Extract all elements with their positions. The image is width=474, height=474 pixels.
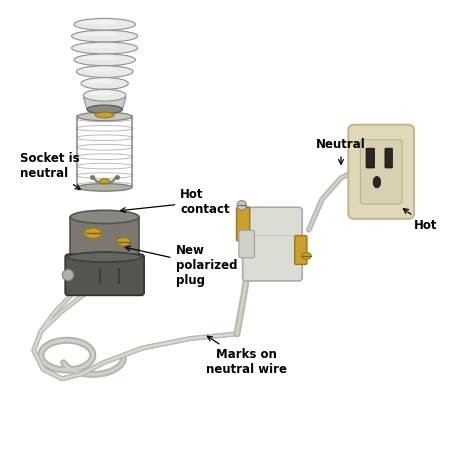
Ellipse shape: [83, 89, 126, 101]
FancyBboxPatch shape: [348, 125, 414, 219]
Ellipse shape: [80, 44, 120, 48]
FancyBboxPatch shape: [65, 254, 144, 295]
Text: Socket is
neutral: Socket is neutral: [19, 152, 80, 190]
Ellipse shape: [95, 112, 114, 118]
Ellipse shape: [72, 42, 138, 54]
Ellipse shape: [82, 20, 118, 25]
Ellipse shape: [77, 183, 132, 191]
Text: New
polarized
plug: New polarized plug: [125, 244, 237, 287]
Text: Hot: Hot: [403, 209, 438, 232]
Text: Hot
contact: Hot contact: [121, 188, 230, 216]
Ellipse shape: [302, 253, 311, 259]
FancyBboxPatch shape: [295, 236, 307, 264]
Circle shape: [237, 201, 246, 210]
Ellipse shape: [82, 56, 118, 60]
Ellipse shape: [76, 66, 133, 77]
FancyBboxPatch shape: [385, 148, 392, 168]
Ellipse shape: [373, 176, 381, 188]
Ellipse shape: [68, 252, 141, 262]
FancyBboxPatch shape: [71, 217, 139, 257]
FancyBboxPatch shape: [239, 230, 255, 258]
Ellipse shape: [117, 237, 131, 246]
Ellipse shape: [87, 91, 113, 95]
Ellipse shape: [83, 68, 117, 72]
Ellipse shape: [84, 228, 102, 238]
Polygon shape: [83, 98, 126, 109]
Ellipse shape: [74, 18, 136, 30]
Ellipse shape: [77, 112, 132, 121]
FancyBboxPatch shape: [237, 207, 250, 241]
Text: Neutral: Neutral: [316, 138, 366, 164]
Ellipse shape: [72, 30, 138, 42]
Ellipse shape: [87, 105, 122, 114]
Circle shape: [63, 269, 74, 281]
Ellipse shape: [81, 77, 128, 89]
Ellipse shape: [80, 32, 120, 36]
Ellipse shape: [86, 80, 114, 83]
Ellipse shape: [100, 179, 110, 183]
FancyBboxPatch shape: [243, 207, 302, 281]
Ellipse shape: [74, 54, 136, 66]
FancyBboxPatch shape: [360, 140, 402, 204]
Ellipse shape: [71, 252, 139, 262]
FancyBboxPatch shape: [366, 148, 374, 168]
Ellipse shape: [71, 210, 139, 224]
Text: Marks on
neutral wire: Marks on neutral wire: [206, 336, 287, 376]
